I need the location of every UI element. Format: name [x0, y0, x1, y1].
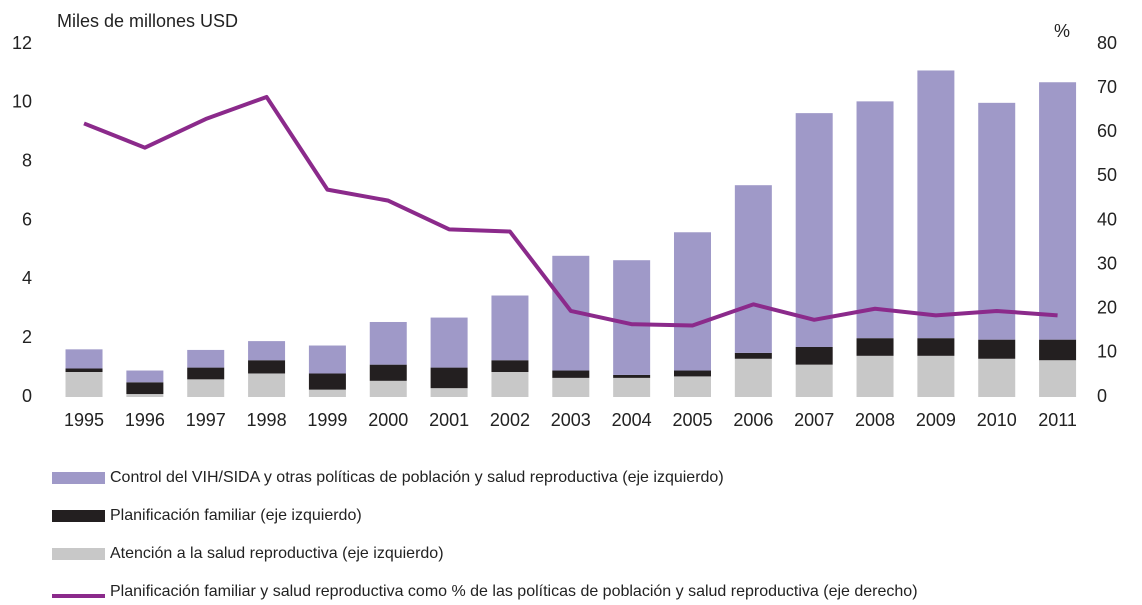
x-tick-label: 2011: [1038, 410, 1077, 430]
bar-segment: [187, 349, 225, 368]
bar-segment: [673, 376, 711, 397]
y-tick-label: 6: [22, 209, 32, 229]
bar-segment: [552, 377, 590, 397]
bar-segment: [978, 102, 1016, 340]
x-tick-label: 1997: [186, 410, 226, 430]
legend-label: Planificación familiar y salud reproduct…: [110, 583, 918, 600]
bar-segment: [613, 260, 651, 375]
legend-swatch: [52, 548, 105, 560]
bar-segment: [613, 374, 651, 378]
bar-segment: [673, 232, 711, 371]
legend-label: Planificación familiar (eje izquierdo): [110, 507, 362, 524]
bar-segment: [917, 355, 955, 397]
bar-segment: [126, 382, 164, 395]
y-tick-label: 4: [22, 268, 32, 288]
y2-tick-label: 50: [1097, 165, 1117, 185]
x-tick-label: 2007: [794, 410, 834, 430]
legend-label: Atención a la salud reproductiva (eje iz…: [110, 545, 444, 562]
bar-segment: [65, 368, 103, 372]
x-tick-label: 1998: [247, 410, 287, 430]
bar-segment: [917, 70, 955, 339]
x-tick-label: 2000: [368, 410, 408, 430]
bar-segment: [369, 321, 407, 365]
x-tick-label: 2008: [855, 410, 895, 430]
x-tick-label: 2002: [490, 410, 530, 430]
y2-tick-label: 60: [1097, 121, 1117, 141]
bar-segment: [856, 338, 894, 356]
bar-segment: [613, 377, 651, 397]
x-tick-label: 1999: [307, 410, 347, 430]
bar-segment: [734, 352, 772, 359]
bar-segment: [795, 113, 833, 347]
x-tick-label: 2009: [916, 410, 956, 430]
bar-segment: [673, 370, 711, 377]
bar-segment: [65, 371, 103, 397]
bar-segment: [430, 388, 468, 397]
bar-segment: [1039, 339, 1077, 361]
x-tick-label: 2003: [551, 410, 591, 430]
bar-segment: [978, 339, 1016, 359]
x-tick-label: 2001: [429, 410, 469, 430]
bar-segment: [369, 380, 407, 397]
y-tick-label: 8: [22, 150, 32, 170]
bar-segment: [978, 358, 1016, 397]
x-tick-label: 2010: [977, 410, 1017, 430]
bar-segment: [1039, 360, 1077, 397]
bar-segment: [126, 394, 164, 397]
bar-segment: [795, 364, 833, 397]
y-tick-label: 0: [22, 386, 32, 406]
bar-segment: [430, 367, 468, 389]
bar-segment: [734, 185, 772, 353]
y-tick-label: 2: [22, 327, 32, 347]
bar-segment: [491, 371, 529, 397]
bar-segment: [552, 370, 590, 378]
y2-tick-label: 40: [1097, 209, 1117, 229]
x-tick-label: 2006: [733, 410, 773, 430]
line: [83, 94, 1058, 328]
y-tick-label: 12: [12, 33, 32, 53]
bar-segment: [734, 358, 772, 397]
bar-segment: [1039, 82, 1077, 340]
y2-tick-label: 0: [1097, 386, 1107, 406]
bar-segment: [308, 389, 346, 397]
bar-segment: [917, 338, 955, 356]
y2-axis-title: %: [1054, 21, 1070, 41]
legend-swatch: [52, 472, 105, 484]
x-tick-label: 1996: [125, 410, 165, 430]
y2-tick-label: 10: [1097, 342, 1117, 362]
bar-segment: [856, 355, 894, 397]
y2-tick-label: 80: [1097, 33, 1117, 53]
bar-segment: [795, 346, 833, 365]
bar-segment: [248, 360, 286, 374]
bar-segment: [491, 295, 529, 361]
y-axis-title: Miles de millones USD: [57, 11, 238, 31]
y2-tick-label: 70: [1097, 77, 1117, 97]
bar-segment: [369, 364, 407, 381]
bar-segment: [308, 373, 346, 390]
bar-segment: [856, 101, 894, 339]
bar-segment: [308, 345, 346, 374]
y2-tick-label: 20: [1097, 298, 1117, 318]
bar-segment: [430, 317, 468, 368]
x-tick-label: 2004: [612, 410, 652, 430]
bar-segment: [187, 367, 225, 380]
bar-segment: [248, 373, 286, 397]
y2-tick-label: 30: [1097, 253, 1117, 273]
x-tick-label: 1995: [64, 410, 104, 430]
legend-label: Control del VIH/SIDA y otras políticas d…: [110, 469, 724, 486]
bar-segment: [126, 370, 164, 383]
x-tick-label: 2005: [672, 410, 712, 430]
bar-segment: [65, 349, 103, 369]
bar-segment: [491, 360, 529, 372]
bar-segment: [248, 341, 286, 361]
bar-segment: [187, 379, 225, 397]
legend-swatch: [52, 510, 105, 522]
y-tick-label: 10: [12, 92, 32, 112]
